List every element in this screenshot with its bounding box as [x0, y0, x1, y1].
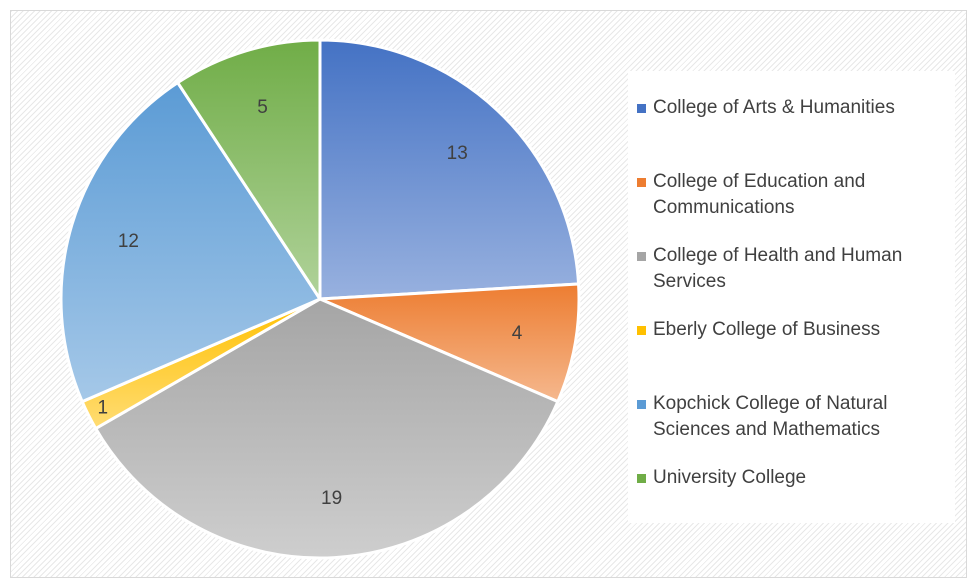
pie-slice-college-of-education-and-communications [318, 282, 581, 404]
data-label-kopchick-college-of-natural-sciences-and-mathematics: 12 [118, 231, 139, 252]
legend-item-kopchick-natural-sciences: Kopchick College of Natural Sciences and… [637, 391, 953, 443]
legend-swatch [637, 104, 646, 113]
pie-chart: 13 4 19 1 12 5 [59, 38, 581, 560]
pie-slice-college-of-arts-and-humanities [318, 38, 581, 301]
legend-swatch [637, 178, 646, 187]
legend-item-education-communications: College of Education and Communications [637, 169, 953, 221]
legend-label: Eberly College of Business [653, 319, 881, 340]
legend-label: College of Education and Communications [653, 171, 866, 218]
legend: College of Arts & Humanities College of … [628, 71, 955, 523]
pie-slice-kopchick-college-of-natural-sciences-and-mathematics [59, 81, 322, 404]
legend-swatch [637, 474, 646, 483]
chart-area: 13 4 19 1 12 5 College of Arts & Humanities C… [10, 10, 967, 578]
pie-slice-college-of-health-and-human-services [94, 297, 560, 560]
data-label-college-of-education-and-communications: 4 [512, 323, 523, 344]
data-label-college-of-health-and-human-services: 19 [321, 488, 342, 509]
legend-swatch [637, 326, 646, 335]
pie-data-labels: 13 4 19 1 12 5 [98, 97, 523, 509]
legend-label: University College [653, 467, 807, 488]
data-label-eberly-college-of-business: 1 [98, 398, 109, 419]
data-label-university-college: 5 [257, 97, 268, 118]
pie-slice-university-college [176, 38, 322, 301]
legend-item-arts-humanities: College of Arts & Humanities [637, 95, 953, 121]
legend-label: College of Health and Human Services [653, 245, 903, 292]
legend-label: Kopchick College of Natural Sciences and… [653, 393, 888, 440]
legend-item-health-human-services: College of Health and Human Services [637, 243, 953, 295]
legend-swatch [637, 252, 646, 261]
legend-item-university-college: University College [637, 465, 953, 491]
legend-swatch [637, 400, 646, 409]
legend-item-eberly-business: Eberly College of Business [637, 317, 953, 343]
data-label-college-of-arts-and-humanities: 13 [447, 143, 468, 164]
legend-label: College of Arts & Humanities [653, 97, 895, 118]
pie-slices [59, 38, 581, 560]
